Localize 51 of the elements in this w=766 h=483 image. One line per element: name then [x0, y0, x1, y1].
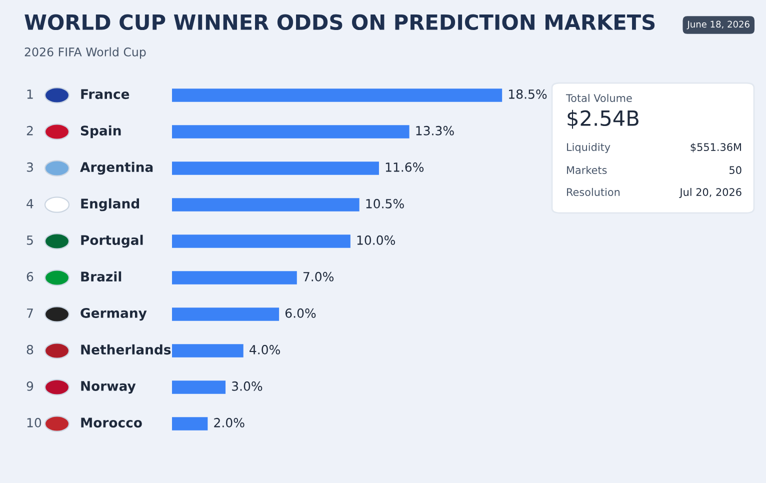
y-tick-label: Germany	[80, 308, 147, 321]
data-label: 10.0%	[357, 235, 395, 245]
text: June 18, 2026	[686, 20, 750, 30]
text: 4	[26, 199, 34, 208]
bar	[172, 271, 297, 284]
bar	[172, 308, 280, 321]
text: 5	[26, 236, 33, 245]
y-tick-label: Spain	[80, 125, 121, 138]
text: 9	[26, 381, 34, 391]
bar	[172, 344, 244, 358]
text: 1	[27, 90, 33, 99]
bar	[172, 198, 360, 212]
text: Markets	[567, 166, 607, 174]
data-label: 6.0%	[285, 308, 316, 318]
text: $551.36M	[690, 142, 741, 152]
bar	[172, 417, 208, 430]
text: Total Volume	[566, 94, 632, 102]
y-tick-label: Netherlands	[81, 344, 171, 355]
text: 2	[26, 126, 33, 136]
data-label: 2.0%	[214, 418, 244, 428]
text: 6	[26, 272, 34, 282]
data-label: 11.6%	[386, 162, 424, 172]
y-tick-label: Brazil	[81, 271, 122, 282]
data-label: 3.0%	[232, 381, 262, 391]
text: 10	[27, 418, 42, 428]
text: 3	[26, 162, 33, 172]
chart-title: WORLD CUP WINNER ODDS ON PREDICTION MARKETS	[24, 14, 655, 30]
text: 50	[730, 166, 742, 174]
y-tick-label: France	[81, 89, 130, 100]
text: $2.54B	[568, 110, 638, 129]
bar	[172, 162, 379, 175]
data-label: 13.3%	[416, 126, 454, 136]
y-tick-label: Portugal	[81, 234, 143, 248]
text: 8	[26, 344, 34, 354]
text: Liquidity	[567, 142, 610, 154]
y-tick-label: Norway	[81, 381, 136, 394]
y-tick-label: Morocco	[81, 418, 142, 428]
data-label: 18.5%	[509, 89, 547, 99]
data-label: 7.0%	[303, 272, 334, 282]
text: Resolution	[567, 188, 620, 196]
text: 7	[27, 308, 33, 318]
chart-subtitle: 2026 FIFA World Cup	[24, 47, 146, 59]
text: Jul 20, 2026	[679, 188, 742, 198]
bar	[172, 234, 350, 248]
bar	[172, 125, 410, 138]
data-label: 10.5%	[366, 198, 404, 208]
bar	[172, 88, 502, 102]
bar	[172, 380, 226, 394]
y-tick-label: England	[81, 198, 140, 212]
data-label: 4.0%	[250, 344, 280, 354]
y-tick-label: Argentina	[80, 162, 153, 175]
